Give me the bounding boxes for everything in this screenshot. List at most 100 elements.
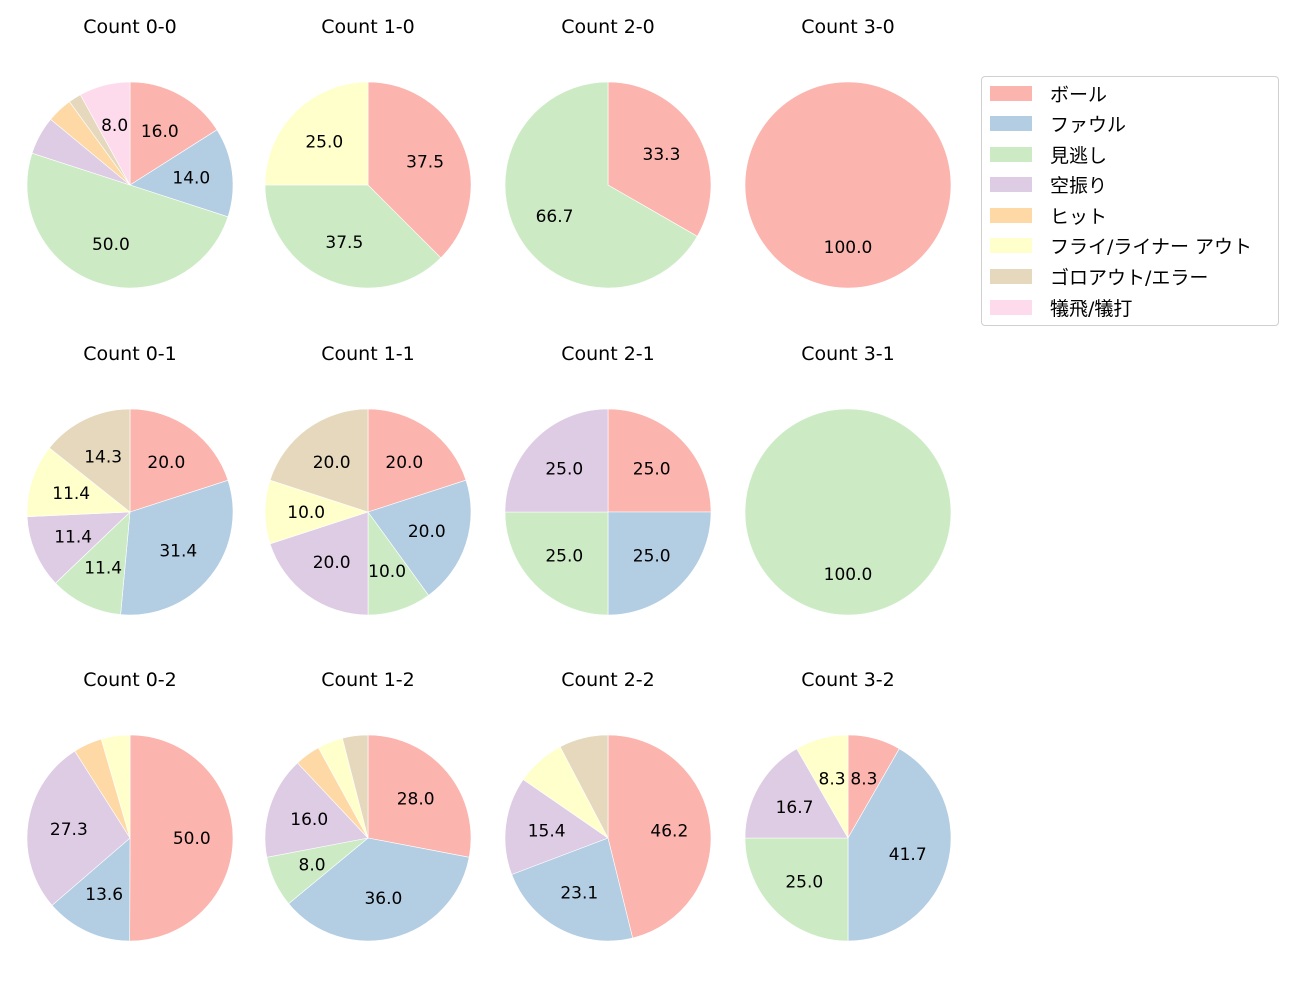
pie-slice [511,837,634,942]
pie-slice-label: 11.4 [54,527,92,547]
pie-slice-label: 13.6 [85,885,123,905]
pie-slice-label: 46.2 [650,822,688,842]
pie-slice-label: 28.0 [397,790,435,810]
pie-slice-label: 37.5 [325,233,363,253]
legend: ボール ファウル 見逃し 空振り ヒット フライ/ライナー アウト ゴロアウト/… [981,76,1279,326]
legend-item-called-strike: 見逃し [990,142,1108,167]
pie-slice [129,734,234,942]
pie-chart-count-1-0: 37.5 37.5 25.0 Count 1-0 [248,0,488,320]
pie-slice-label: 25.0 [785,873,823,893]
pie-slice [559,734,609,839]
pie-slice [342,734,369,839]
legend-swatch [990,176,1032,192]
pie-slice-label: 8.0 [299,855,326,875]
legend-swatch [990,146,1032,162]
pie-slice-label: 20.0 [313,453,351,473]
pie-slice-label: 37.5 [406,152,444,172]
pie-slice-label: 100.0 [824,238,873,258]
pie-slice-label: 11.4 [52,484,90,504]
pie-slice [264,762,369,858]
pie-slice [796,734,849,840]
pie-slice-label: 31.4 [159,542,197,562]
pie-slice [269,408,369,513]
pie-title: Count 3-2 [801,669,895,691]
pie-title: Count 1-0 [321,16,415,38]
legend-label: 犠飛/犠打 [1050,297,1133,320]
pie-slice [129,408,229,513]
pie-slice-label: 15.4 [528,822,566,842]
pie-slice-label: 25.0 [633,547,671,567]
pie-slice-label: 16.7 [776,798,814,818]
legend-item-fly-out: フライ/ライナー アウト [990,233,1253,258]
pie-slice [26,152,229,289]
pie-slice-label: 25.0 [305,132,343,152]
pie-slice-label: 23.1 [560,884,598,904]
legend-swatch [990,237,1032,253]
legend-label: フライ/ライナー アウト [1050,235,1253,258]
legend-label: 見逃し [1050,144,1108,167]
pie-slice [847,748,952,942]
legend-swatch [990,268,1032,284]
pie-slice-label: 8.0 [101,116,128,136]
legend-swatch [990,85,1032,101]
pie-slice-label: 20.0 [147,453,185,473]
pie-slice [51,837,131,942]
pie-slice-label: 33.3 [643,145,681,165]
pie-slice [607,408,712,513]
pie-slice-label: 20.0 [313,553,351,573]
pie-slice-label: 27.3 [50,820,88,840]
legend-item-foul: ファウル [990,111,1126,136]
pie-slice-label: 16.0 [141,122,179,142]
pie-title: Count 0-2 [83,669,177,691]
pie-slice-label: 66.7 [536,207,574,227]
pie-slice-label: 14.3 [84,447,122,467]
pie-slice [26,511,131,584]
pie-slice [26,447,131,518]
pie-slice [504,81,698,289]
pie-chart-count-1-2: 28.0 36.0 8.0 16.0 Count 1-2 [248,653,488,973]
legend-swatch [990,299,1032,315]
legend-item-hit: ヒット [990,203,1107,228]
pie-title: Count 1-1 [321,343,415,365]
pie-chart-count-1-1: 20.0 20.0 10.0 20.0 10.0 20.0 Count 1-1 [248,327,488,647]
pie-chart-count-3-0: 100.0 Count 3-0 [728,0,968,320]
pie-slice [264,81,369,186]
pie-chart-count-3-1: 100.0 Count 3-1 [728,327,968,647]
pie-chart-count-2-1: 25.0 25.0 25.0 25.0 Count 2-1 [488,327,728,647]
pie-slice [26,750,131,906]
pie-chart-count-0-1: 20.0 31.4 11.4 11.4 11.4 14.3 Count 0-1 [10,327,250,647]
legend-label: ゴロアウト/エラー [1050,266,1209,289]
pie-chart-count-2-2: 46.2 23.1 15.4 Count 2-2 [488,653,728,973]
pie-slice [79,81,131,186]
legend-item-swinging-strike: 空振り [990,172,1107,197]
pie-slice-label: 8.3 [819,769,846,789]
pie-slice-label: 36.0 [364,889,402,909]
pie-slice [264,184,442,289]
pie-slice-label: 10.0 [287,503,325,523]
pie-slice [269,511,369,616]
pie-slice-label: 8.3 [850,769,877,789]
pie-slice-label: 50.0 [92,235,130,255]
pie-chart-count-0-2: 50.0 13.6 27.3 Count 0-2 [10,653,250,973]
legend-swatch [990,207,1032,223]
legend-item-ground-out: ゴロアウト/エラー [990,264,1209,289]
pie-slice-label: 25.0 [545,459,583,479]
pie-chart-count-3-2: 8.3 41.7 25.0 16.7 8.3 Count 3-2 [728,653,968,973]
pie-title: Count 2-1 [561,343,655,365]
pie-title: Count 2-0 [561,16,655,38]
pie-chart-count-2-0: 33.3 66.7 Count 2-0 [488,0,728,320]
pie-slice [504,779,609,875]
pie-slice [367,81,472,259]
pie-slice [367,408,467,513]
legend-item-sacrifice: 犠飛/犠打 [990,295,1133,320]
pie-slice-label: 14.0 [172,168,210,188]
pie-chart-count-0-0: 16.0 14.0 50.0 8.0 Count 0-0 [10,0,250,320]
pie-slice [55,511,131,615]
pie-slice-label: 50.0 [173,829,211,849]
pie-title: Count 0-0 [83,16,177,38]
pie-slice [607,81,712,237]
pie-title: Count 1-2 [321,669,415,691]
pie-slice [744,837,849,942]
pie-slice [100,734,131,839]
legend-label: ボール [1050,83,1108,106]
